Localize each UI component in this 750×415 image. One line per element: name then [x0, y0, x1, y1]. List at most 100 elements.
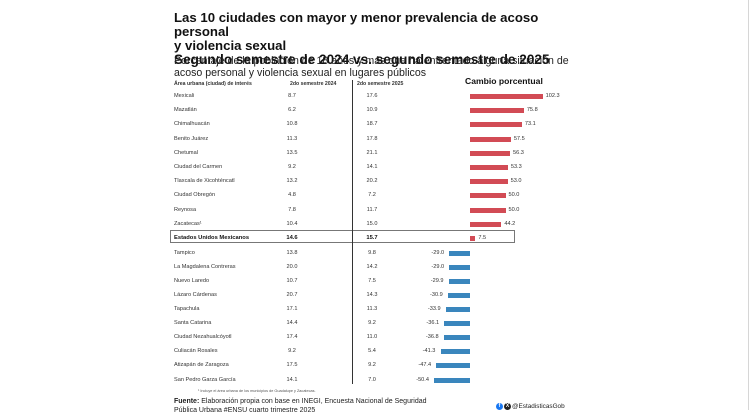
table-row: Mazatlán 6.2 10.9: [174, 104, 574, 116]
value-2025: 11.7: [366, 206, 378, 213]
value-2024: 10.4: [286, 220, 298, 227]
value-2024: 13.2: [286, 178, 298, 185]
bar-change: [443, 335, 470, 341]
city-name: Culiacán Rosales: [174, 348, 218, 355]
header-2025: 2do semestre 2025: [357, 81, 404, 87]
bar-change: [444, 321, 470, 327]
value-2025: 9.2: [368, 320, 376, 327]
bar-change: [470, 122, 522, 128]
value-2025: 7.5: [368, 278, 376, 285]
bar-label: -36.8: [425, 334, 439, 341]
value-2024: 20.7: [286, 292, 298, 299]
value-2024: 17.4: [286, 334, 298, 341]
bar-change: [470, 236, 476, 241]
header-area: Área urbana (ciudad) de interés: [174, 81, 252, 87]
table-row: Tlaxcala de Xicohténcatl 13.2 20.2: [174, 175, 574, 187]
bar-change: [470, 136, 511, 142]
value-2024: 8.7: [288, 93, 296, 99]
table-row: Tapachula 17.1 11.3: [174, 303, 574, 315]
bar-change: [470, 94, 543, 99]
value-2025: 7.2: [368, 192, 376, 199]
bar-label: 50.0: [508, 192, 520, 199]
value-2025: 14.1: [366, 164, 378, 170]
title-line-1: Las 10 ciudades con mayor y menor preval…: [174, 10, 539, 39]
bar-change: [470, 165, 508, 170]
table-row: Chetumal 13.5 21.1: [174, 147, 574, 159]
table-row: Benito Juárez 11.3 17.8: [174, 133, 574, 145]
value-2025: 10.9: [366, 107, 378, 114]
city-name: Ciudad del Carmen: [174, 164, 223, 170]
table-row: Lázaro Cárdenas 20.7 14.3: [174, 289, 574, 301]
value-2024: 13.8: [286, 250, 298, 257]
title-line-2: y violencia sexual: [174, 38, 287, 53]
city-name: Benito Juárez: [174, 135, 209, 142]
bar-label: -29.9: [430, 278, 444, 285]
bar-label: 53.3: [510, 164, 522, 170]
bar-label: -29.0: [431, 250, 445, 257]
header-change: Cambio porcentual: [465, 76, 543, 86]
social-handle: f X @EstadisticasGob: [496, 403, 565, 410]
table-row: Ciudad Obregón 4.8 7.2: [174, 189, 574, 201]
bar-change: [449, 265, 470, 271]
bar-label: 7.5: [478, 235, 487, 241]
bar-label: -50.4: [416, 376, 429, 383]
city-name: Mazatlán: [174, 107, 197, 114]
table-row: Tampico 13.8 9.8: [174, 247, 574, 259]
value-2025: 18.7: [366, 121, 378, 128]
social-handle-text: @EstadisticasGob: [512, 403, 565, 410]
value-2025: 15.7: [366, 235, 378, 241]
facebook-icon: f: [496, 403, 503, 410]
value-2024: 10.8: [286, 121, 298, 128]
source-text: Elaboración propia con base en INEGI, En…: [174, 398, 427, 414]
bar-label: 57.5: [513, 135, 525, 142]
bar-label: 102.3: [545, 93, 560, 99]
bar-change: [470, 207, 506, 213]
header-2024: 2do semestre 2024: [290, 81, 337, 87]
bar-label: -36.1: [426, 320, 440, 327]
bar-change: [449, 251, 470, 257]
bar-label: 50.0: [508, 206, 520, 213]
footnote: ¹ Incluye el área urbana de los municipi…: [198, 389, 316, 393]
total-row-box: [170, 230, 515, 243]
table-row: Ciudad del Carmen 9.2 14.1: [174, 161, 574, 173]
bar-label: 56.3: [512, 149, 524, 156]
bar-change: [470, 150, 510, 156]
value-2024: 13.5: [286, 149, 298, 156]
bar-change: [445, 307, 470, 313]
value-2025: 9.2: [368, 362, 376, 369]
table-row: Reynosa 7.8 11.7: [174, 204, 574, 216]
value-2024: 20.0: [286, 264, 298, 271]
table-row: Culiacán Rosales 9.2 5.4: [174, 345, 574, 357]
value-2025: 14.3: [366, 292, 378, 299]
table-row: La Magdalena Contreras 20.0 14.2: [174, 261, 574, 273]
value-2025: 14.2: [366, 264, 378, 271]
value-2024: 9.2: [288, 164, 296, 170]
value-2025: 21.1: [366, 149, 378, 156]
table-row-total: Estados Unidos Mexicanos 14.6 15.7: [174, 232, 574, 244]
table-row: San Pedro Garza García 14.1 7.0: [174, 374, 574, 386]
table-row: Santa Catarina 14.4 9.2: [174, 317, 574, 329]
bar-change: [448, 293, 470, 299]
table-row: Nuevo Laredo 10.7 7.5: [174, 275, 574, 287]
value-2024: 14.1: [286, 376, 298, 383]
value-2024: 4.8: [288, 192, 296, 199]
city-name: Santa Catarina: [174, 320, 212, 327]
bar-label: -29.0: [431, 264, 445, 271]
bar-change: [470, 179, 508, 185]
table-row: Chimalhuacán 10.8 18.7: [174, 118, 574, 130]
city-name: Lázaro Cárdenas: [174, 292, 217, 299]
table-row: Atizapán de Zaragoza 17.5 9.2: [174, 359, 574, 371]
value-2025: 7.0: [368, 376, 376, 383]
city-name: Chetumal: [174, 149, 198, 156]
bar-label: -33.9: [427, 306, 441, 313]
bar-change: [448, 279, 470, 285]
value-2024: 10.7: [286, 278, 298, 285]
city-name: San Pedro Garza García: [174, 376, 236, 383]
city-name: Ciudad Obregón: [174, 192, 216, 199]
value-2024: 6.2: [288, 107, 296, 114]
city-name: Tlaxcala de Xicohténcatl: [174, 178, 235, 185]
bar-label: -47.4: [418, 362, 432, 369]
bar-change: [470, 108, 524, 114]
table-row: Zacatecas¹ 10.4 15.0: [174, 218, 574, 230]
city-name: Estados Unidos Mexicanos: [174, 235, 250, 241]
